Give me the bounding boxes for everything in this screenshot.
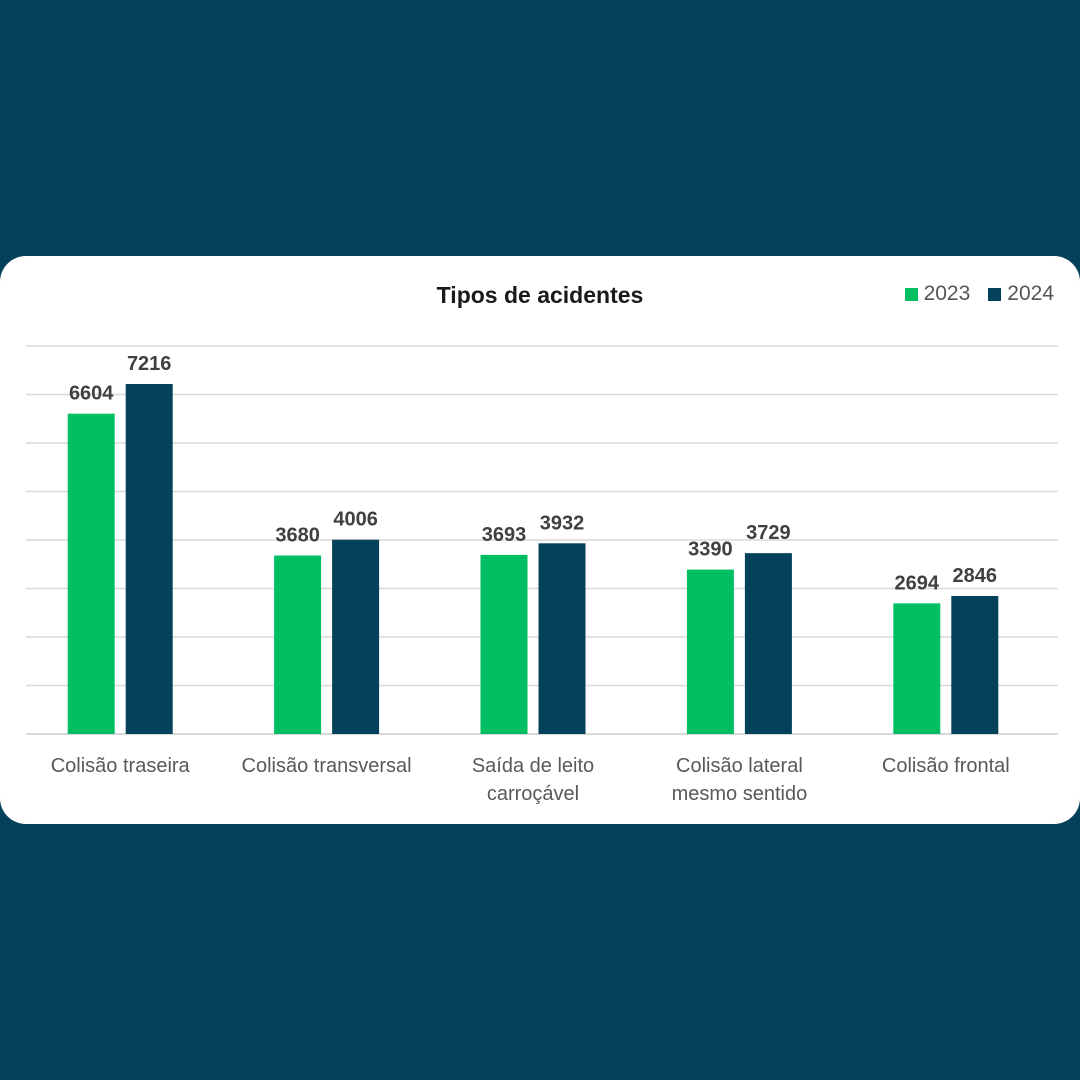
category-label: Colisão transversal bbox=[242, 755, 412, 777]
value-label-2023: 3390 bbox=[688, 539, 733, 561]
bar-2023 bbox=[67, 413, 115, 734]
bar-2023 bbox=[274, 555, 322, 734]
value-label-2023: 6604 bbox=[69, 383, 114, 405]
chart-legend: 2023 2024 bbox=[887, 282, 1054, 306]
value-label-2024: 2846 bbox=[953, 565, 998, 587]
bar-2024 bbox=[951, 595, 999, 734]
legend-swatch-2024 bbox=[988, 287, 1002, 301]
value-label-2024: 3729 bbox=[746, 522, 791, 544]
value-label-2024: 7216 bbox=[127, 353, 172, 375]
category-label: Colisão traseira bbox=[51, 755, 191, 777]
value-label-2023: 2694 bbox=[895, 572, 940, 594]
legend-label-2024: 2024 bbox=[1007, 282, 1054, 305]
value-label-2024: 3932 bbox=[540, 512, 585, 534]
bar-2024 bbox=[744, 553, 792, 734]
bar-2023 bbox=[480, 554, 528, 734]
category-label: Saída de leito bbox=[472, 755, 594, 777]
value-label-2023: 3693 bbox=[482, 524, 527, 546]
category-label: mesmo sentido bbox=[672, 783, 808, 805]
bar-2023 bbox=[686, 569, 734, 734]
category-label: carroçável bbox=[487, 783, 579, 805]
value-label-2023: 3680 bbox=[275, 525, 320, 547]
legend-item-2023: 2023 bbox=[904, 282, 971, 306]
category-label: Colisão lateral bbox=[676, 755, 803, 777]
bar-2024 bbox=[332, 539, 380, 734]
value-label-2024: 4006 bbox=[333, 509, 378, 531]
legend-swatch-2023 bbox=[904, 287, 918, 301]
legend-item-2024: 2024 bbox=[988, 282, 1054, 306]
legend-label-2023: 2023 bbox=[923, 282, 971, 305]
bar-2024 bbox=[538, 543, 586, 734]
chart-title: Tipos de acidentes bbox=[436, 282, 644, 308]
bar-2024 bbox=[125, 384, 173, 734]
bar-2023 bbox=[893, 603, 941, 734]
category-label: Colisão frontal bbox=[882, 755, 1010, 777]
